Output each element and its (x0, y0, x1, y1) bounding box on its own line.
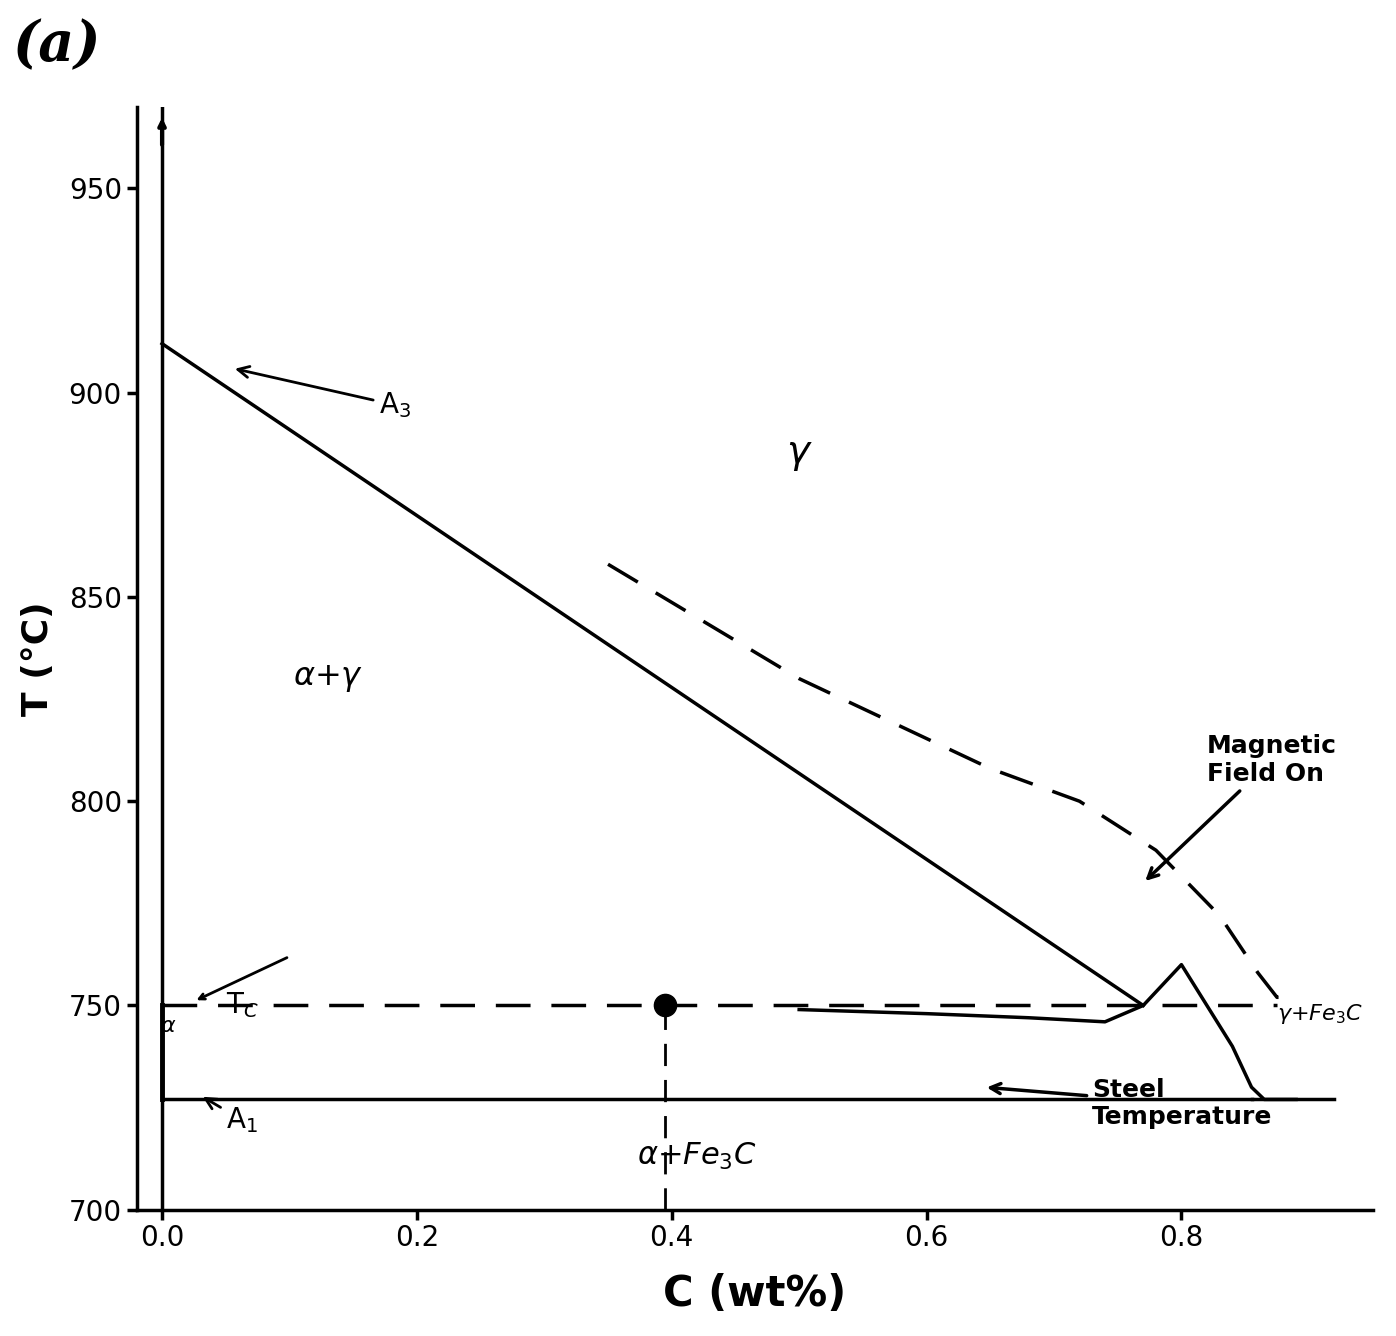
X-axis label: C (wt%): C (wt%) (663, 1273, 846, 1315)
Text: T$_C$: T$_C$ (226, 990, 258, 1021)
Text: A$_3$: A$_3$ (237, 366, 410, 420)
Text: $\alpha$+$Fe_3C$: $\alpha$+$Fe_3C$ (638, 1141, 757, 1172)
Text: $\alpha$: $\alpha$ (161, 1015, 176, 1035)
Text: $\gamma$+$Fe_3C$: $\gamma$+$Fe_3C$ (1277, 1002, 1364, 1026)
Text: $\gamma$: $\gamma$ (786, 436, 812, 473)
Text: $\alpha$+$\gamma$: $\alpha$+$\gamma$ (293, 663, 363, 695)
Y-axis label: T (°C): T (°C) (21, 601, 54, 716)
Text: Steel
Temperature: Steel Temperature (991, 1078, 1273, 1129)
Text: Magnetic
Field On: Magnetic Field On (1148, 735, 1337, 878)
Text: A$_1$: A$_1$ (205, 1098, 258, 1134)
Text: (a): (a) (13, 19, 102, 73)
